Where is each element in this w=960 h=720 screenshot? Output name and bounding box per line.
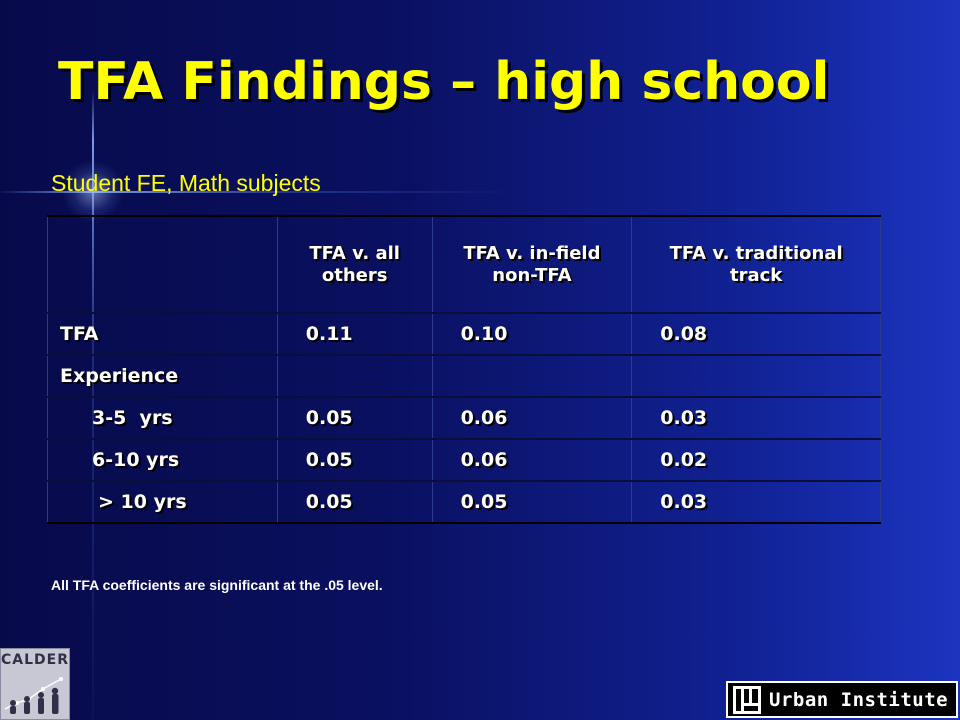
cell-value: 0.06 (431, 438, 633, 482)
decorative-light-spot (62, 160, 124, 222)
row-label-6-10-yrs: 6-10 yrs (47, 438, 278, 482)
urban-institute-logo: Urban Institute (726, 681, 958, 718)
header-tfa-vs-traditional-track: TFA v. traditional track (631, 215, 881, 314)
evolution-figures-icon (4, 677, 63, 714)
row-label-experience: Experience (47, 354, 278, 398)
cell-value: 0.03 (631, 480, 881, 524)
calder-logo: CALDER (0, 648, 70, 720)
table-row: > 10 yrs 0.05 0.05 0.03 (47, 480, 881, 524)
table-row: 6-10 yrs 0.05 0.06 0.02 (47, 438, 881, 482)
cell-value (276, 354, 433, 398)
cell-value: 0.03 (631, 396, 881, 440)
decorative-horizontal-line (0, 191, 520, 193)
table-row: 3-5 yrs 0.05 0.06 0.03 (47, 396, 881, 440)
cell-value: 0.02 (631, 438, 881, 482)
urban-institute-mark-icon (733, 685, 761, 714)
cell-value: 0.11 (276, 312, 433, 356)
header-tfa-vs-infield-non-tfa: TFA v. in-field non-TFA (431, 215, 633, 314)
table-row: TFA 0.11 0.10 0.08 (47, 312, 881, 356)
table-row: Experience (47, 354, 881, 398)
results-table: TFA v. all others TFA v. in-field non-TF… (47, 215, 881, 524)
cell-value: 0.05 (431, 480, 633, 524)
significance-footnote: All TFA coefficients are significant at … (51, 577, 383, 593)
slide-subtitle: Student FE, Math subjects (51, 170, 321, 196)
cell-value: 0.10 (431, 312, 633, 356)
header-tfa-vs-all-others: TFA v. all others (276, 215, 433, 314)
cell-value: 0.05 (276, 396, 433, 440)
cell-value: 0.08 (631, 312, 881, 356)
row-label-tfa: TFA (47, 312, 278, 356)
header-cell-empty (47, 215, 278, 314)
urban-institute-logo-text: Urban Institute (769, 688, 949, 711)
table-header-row: TFA v. all others TFA v. in-field non-TF… (47, 215, 881, 314)
slide-title: TFA Findings – high school (58, 52, 830, 112)
row-label-3-5-yrs: 3-5 yrs (47, 396, 278, 440)
cell-value: 0.05 (276, 438, 433, 482)
cell-value: 0.06 (431, 396, 633, 440)
cell-value: 0.05 (276, 480, 433, 524)
cell-value (431, 354, 633, 398)
row-label-over-10-yrs: > 10 yrs (47, 480, 278, 524)
cell-value (631, 354, 881, 398)
calder-logo-text: CALDER (1, 652, 69, 668)
